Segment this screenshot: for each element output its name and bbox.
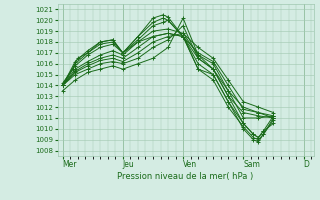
X-axis label: Pression niveau de la mer( hPa ): Pression niveau de la mer( hPa ) bbox=[117, 172, 254, 181]
